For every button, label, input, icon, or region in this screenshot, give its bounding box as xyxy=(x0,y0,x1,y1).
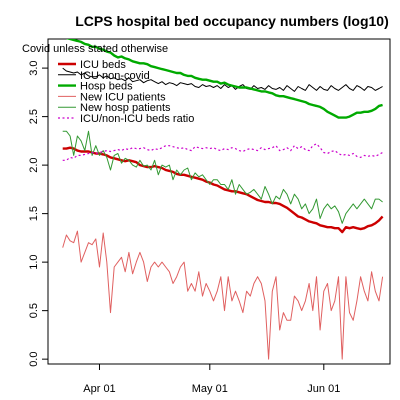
y-tick-label: 0.5 xyxy=(28,303,40,318)
series-line-icu-non-covid xyxy=(62,67,383,92)
series-line-icu-non-icu-beds-ratio xyxy=(62,143,383,161)
series-line-new-icu-patients xyxy=(62,230,384,360)
series-line-icu-beds xyxy=(62,146,384,234)
legend-label: Hosp beds xyxy=(80,81,133,93)
y-tick-label: 1.5 xyxy=(28,206,40,221)
legend-label: ICU beds xyxy=(80,59,126,71)
legend-label: New hosp patients xyxy=(80,102,171,114)
x-tick-label: May 01 xyxy=(192,383,228,395)
y-tick-label: 3.0 xyxy=(28,60,40,75)
legend-label: New ICU patients xyxy=(80,91,166,103)
plot-area: 0.0 0.5 1.0 1.5 2.0 2.5 3.0 Apr 01 May 01 Jun 01 C… xyxy=(22,38,391,395)
chart-title: LCPS hospital bed occupancy numbers (log… xyxy=(75,13,389,29)
series-line-hosp-beds xyxy=(65,39,383,119)
plot-frame xyxy=(47,38,391,365)
x-tick-label: Apr 01 xyxy=(83,383,115,395)
legend-label: ICU/non-ICU beds ratio xyxy=(80,113,194,125)
series-line-new-hosp-patients xyxy=(62,130,383,224)
y-tick-label: 2.0 xyxy=(28,157,40,172)
series-group xyxy=(62,39,384,360)
y-tick-label: 2.5 xyxy=(28,109,40,124)
x-tick-label: Jun 01 xyxy=(307,383,340,395)
y-tick-label: 1.0 xyxy=(28,254,40,269)
y-tick-label: 0.0 xyxy=(28,352,40,367)
legend-label: ICU non-covid xyxy=(80,70,150,82)
chart-subtitle: Covid unless stated otherwise xyxy=(22,43,168,55)
